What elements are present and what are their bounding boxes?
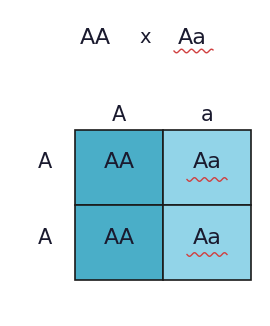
Text: A: A	[38, 153, 52, 172]
Text: AA: AA	[103, 228, 134, 247]
Text: x: x	[139, 28, 151, 47]
Bar	[75, 205, 163, 280]
Bar	[163, 205, 251, 280]
Text: a: a	[201, 105, 213, 125]
Text: AA: AA	[103, 153, 134, 172]
Text: A: A	[38, 228, 52, 247]
Text: Aa: Aa	[193, 228, 221, 247]
Text: Aa: Aa	[193, 153, 221, 172]
Text: Aa: Aa	[178, 28, 207, 48]
Bar	[163, 130, 251, 205]
Text: A: A	[112, 105, 126, 125]
Text: AA: AA	[79, 28, 110, 48]
Bar	[75, 130, 163, 205]
